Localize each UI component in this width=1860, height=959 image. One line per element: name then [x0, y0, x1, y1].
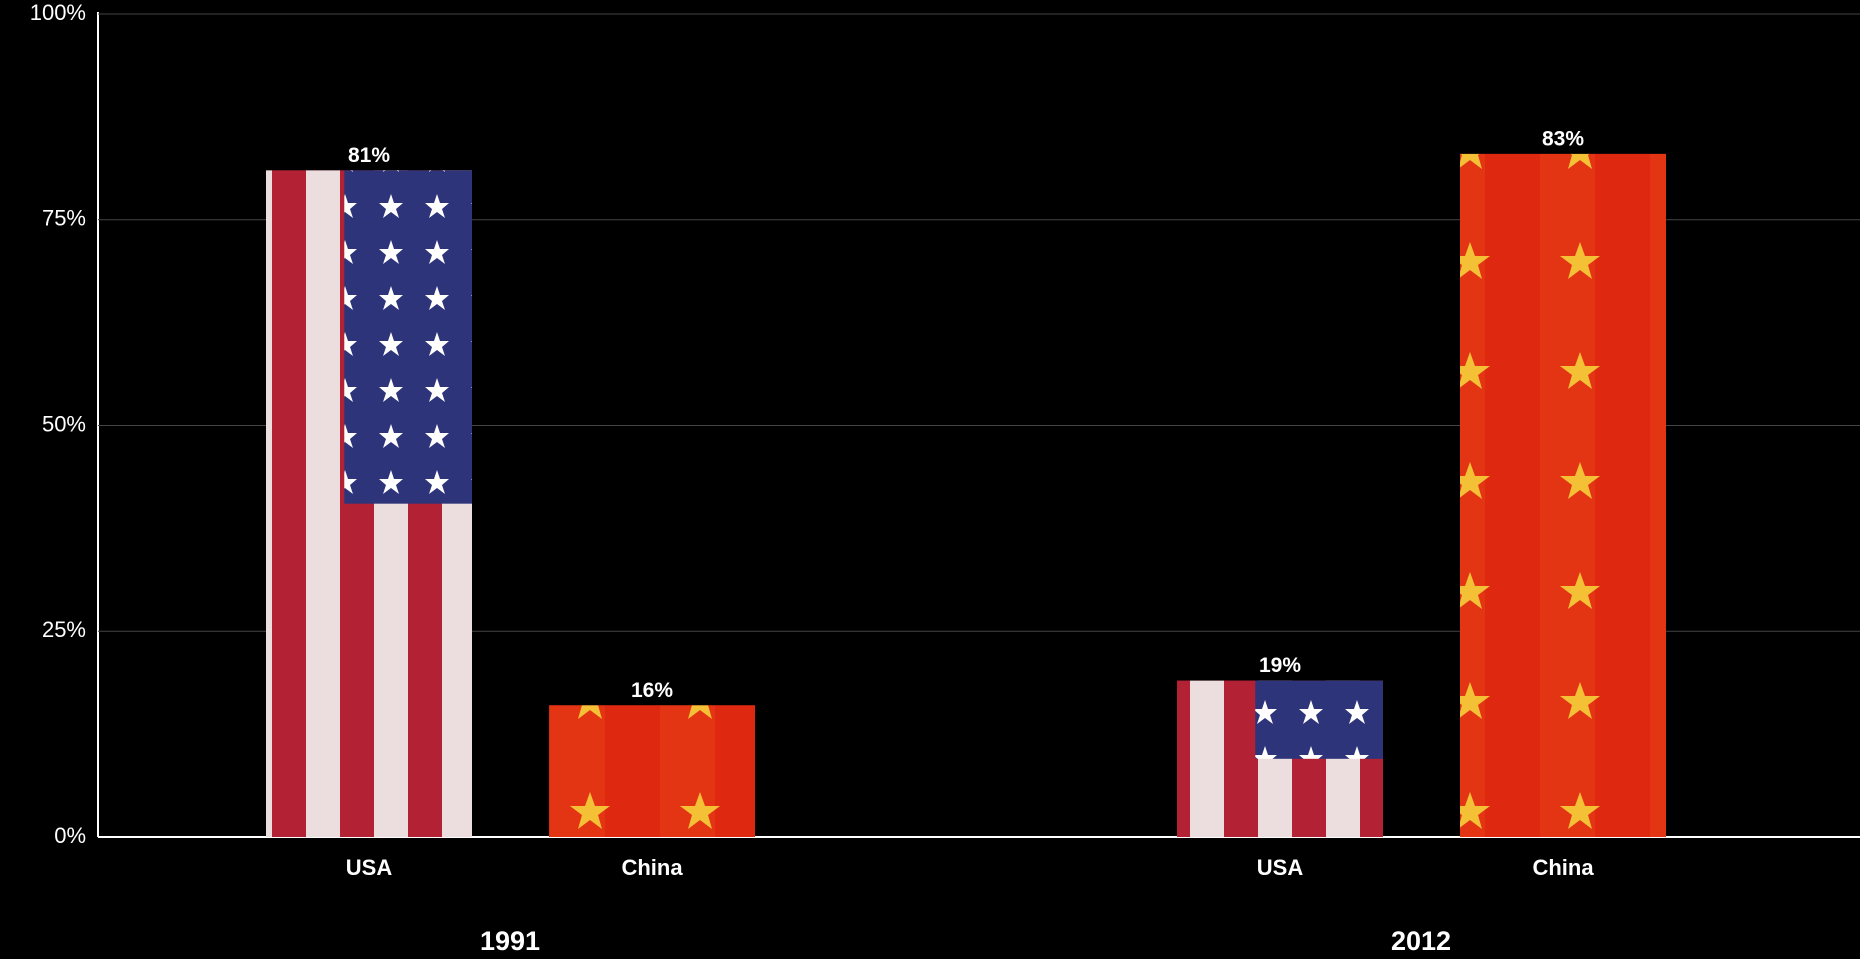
- x-tick-label: China: [621, 855, 683, 880]
- bar-canton: [1255, 680, 1383, 759]
- y-tick-label: 25%: [42, 617, 86, 642]
- data-label: 16%: [631, 679, 673, 702]
- x-tick-label: USA: [1257, 855, 1304, 880]
- y-tick-label: 0%: [54, 823, 86, 848]
- bar-texture: [1460, 153, 1666, 837]
- y-tick-label: 100%: [30, 0, 86, 25]
- bar-canton: [344, 170, 472, 504]
- x-tick-label: USA: [346, 855, 393, 880]
- data-label: 81%: [348, 144, 390, 167]
- x-tick-label: China: [1532, 855, 1594, 880]
- x-group-label: 1991: [480, 926, 540, 956]
- bar-texture: [549, 705, 755, 837]
- y-tick-label: 75%: [42, 206, 86, 231]
- data-label: 83%: [1542, 127, 1584, 150]
- y-tick-label: 50%: [42, 411, 86, 436]
- data-label: 19%: [1259, 654, 1301, 677]
- x-group-label: 2012: [1391, 926, 1451, 956]
